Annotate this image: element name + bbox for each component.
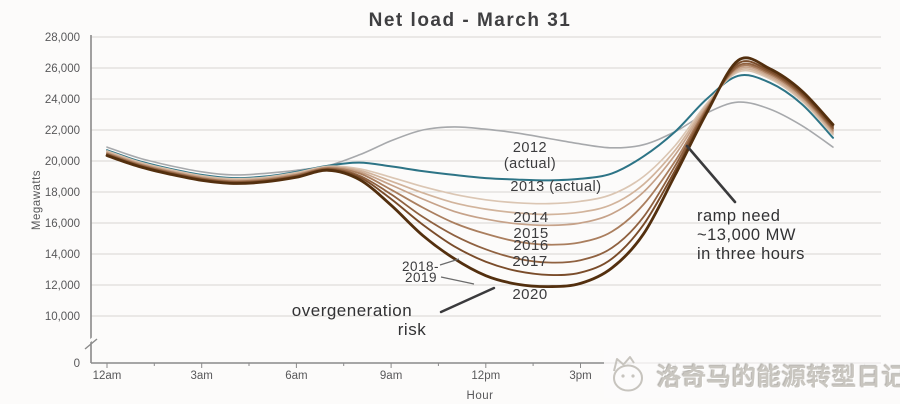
y-tick-label: 20,000	[45, 156, 80, 168]
x-tick-label: 6am	[285, 370, 307, 382]
label-leader-line-2019	[440, 276, 475, 285]
y-tick-label: 28,000	[45, 32, 80, 44]
annotation-text-ramp: ~13,000 MW	[697, 226, 796, 244]
series-line-2014	[106, 69, 834, 205]
axes: 28,000 26,000 24,000 22,000 20,000 18,000 16,0…	[45, 32, 881, 382]
series-label-2013: 2013 (actual)	[510, 179, 601, 195]
series-label-2017: 2017	[512, 253, 547, 270]
watermark: 洛奇马的能源转型日记	[604, 350, 900, 398]
x-axis-title: Hour	[467, 390, 494, 402]
annotation-text-overgeneration: overgeneration	[292, 301, 412, 320]
series-label-2012: (actual)	[504, 156, 556, 172]
y-tick-label: 26,000	[45, 63, 80, 75]
series-label-2012: 2012	[513, 140, 547, 156]
y-axis-break-mark	[84, 338, 98, 350]
y-axis-title: Megawatts	[31, 170, 43, 230]
x-tick-label: 3pm	[569, 370, 591, 382]
y-axis-break-gap	[84, 334, 98, 346]
watermark-text: 洛奇马的能源转型日记	[657, 363, 900, 391]
series-line-2012	[106, 101, 834, 176]
chart-title: Net load - March 31	[369, 10, 572, 31]
x-tick-label: 12pm	[471, 370, 500, 382]
series-lines	[105, 56, 835, 289]
x-tick-label: 9am	[380, 370, 402, 382]
y-tick-label: 0	[74, 358, 80, 370]
y-tick-label: 22,000	[45, 125, 80, 137]
series-line-2020	[105, 56, 835, 289]
watermark-animal-face-icon	[613, 356, 643, 392]
label-leader-line-2018	[439, 258, 460, 266]
y-tick-label: 12,000	[45, 280, 80, 292]
series-label-2016: 2016	[513, 237, 548, 254]
overgeneration-pointer-line	[439, 286, 496, 314]
x-tick-label: 12am	[93, 370, 122, 382]
series-line-2015	[106, 67, 834, 216]
annotation-text-overgeneration: risk	[398, 320, 426, 339]
annotation-text-ramp: ramp need	[697, 207, 780, 225]
series-label-2020: 2020	[512, 286, 547, 303]
y-tick-label: 16,000	[45, 218, 80, 230]
series-label-2014: 2014	[513, 209, 548, 226]
x-tick-label: 3am	[191, 370, 213, 382]
series-label-2019: 2019	[405, 270, 437, 285]
gridlines	[91, 36, 881, 317]
series-label-2015: 2015	[513, 225, 548, 242]
series-label-2018: 2018-	[402, 259, 439, 274]
y-tick-label: 18,000	[45, 187, 80, 199]
y-tick-label: 24,000	[45, 94, 80, 106]
y-tick-label: 14,000	[45, 249, 80, 261]
ramp-pointer-line	[685, 144, 737, 204]
series-line-2016	[106, 66, 834, 227]
series-labels: 2012(actual)2013 (actual)201420152016201…	[402, 140, 601, 303]
y-tick-label: 10,000	[45, 311, 80, 323]
annotation-text-ramp: in three hours	[697, 245, 805, 263]
